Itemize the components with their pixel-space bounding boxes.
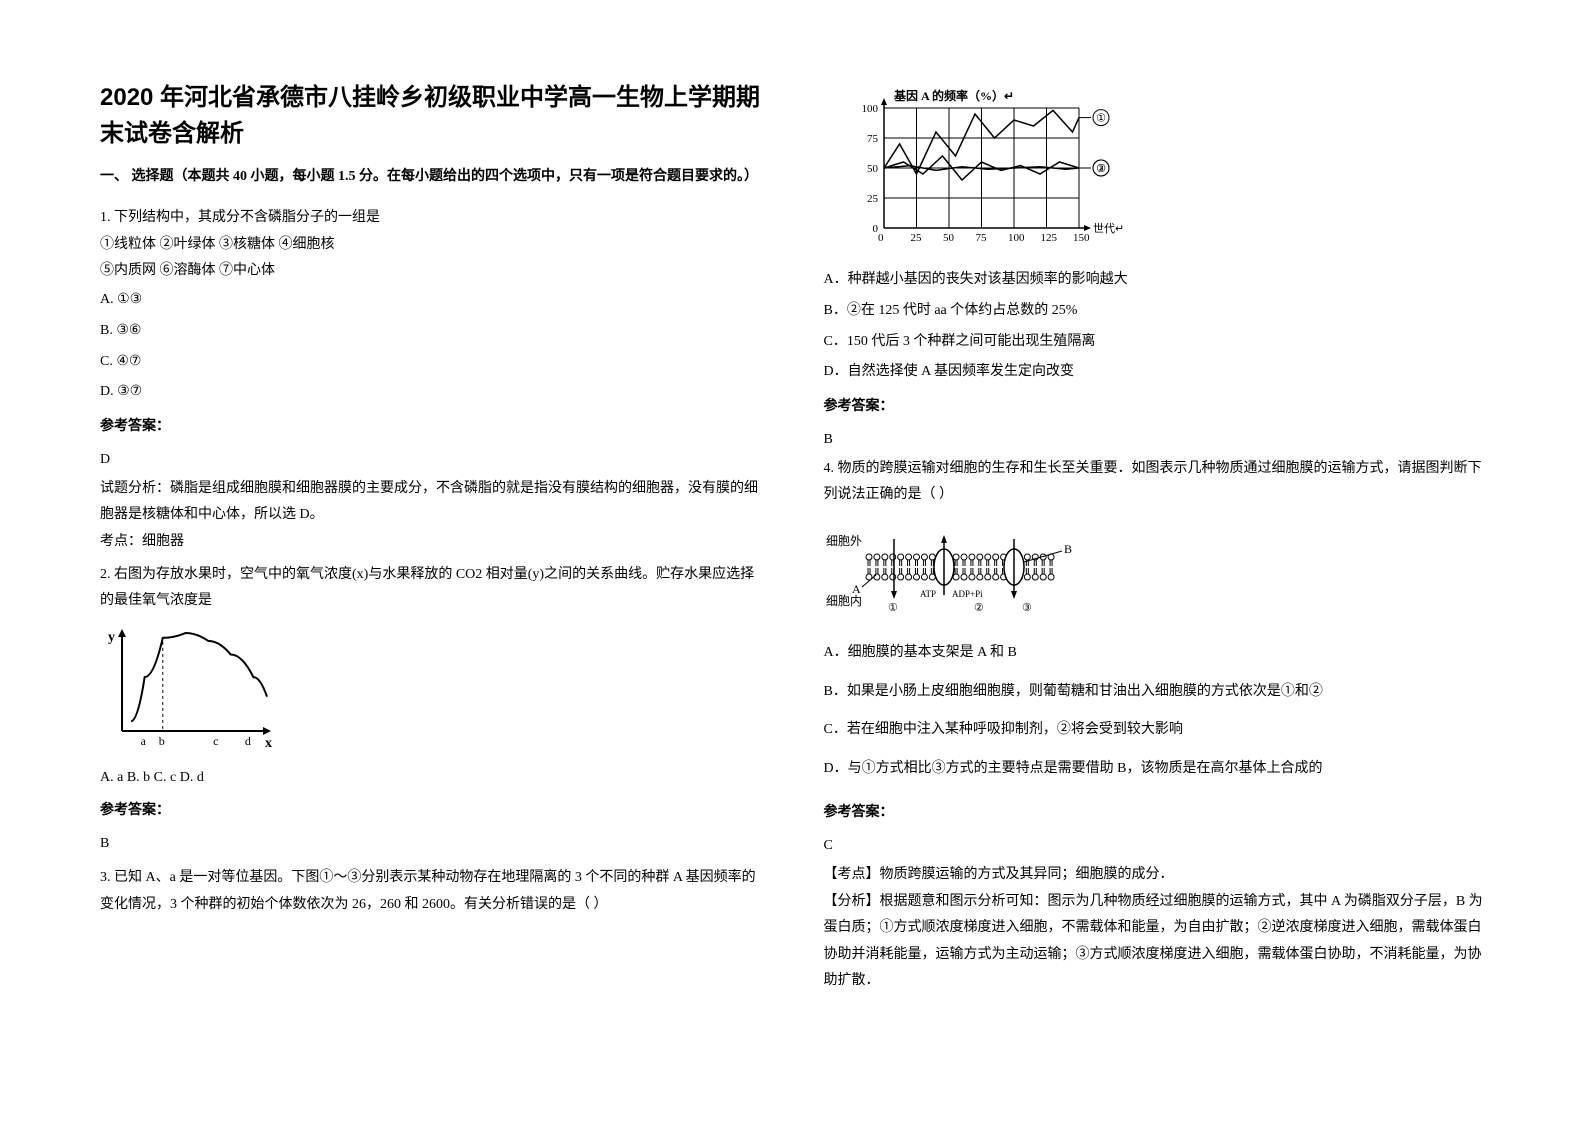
svg-text:x: x — [265, 736, 272, 751]
q4-option-c: C．若在细胞中注入某种呼吸抑制剂，②将会受到较大影响 — [824, 717, 1488, 744]
q1-answer-value: D — [100, 445, 764, 476]
q2-options: A. a B. b C. c D. d — [100, 764, 764, 792]
svg-text:100: 100 — [1008, 232, 1025, 244]
q1-option-b: B. ③⑥ — [100, 316, 764, 347]
right-column: 基因 A 的频率（%）↵02550751000255075100125150世代… — [824, 80, 1488, 1082]
svg-text:A: A — [852, 582, 861, 596]
q1-explain-2: 考点：细胞器 — [100, 529, 764, 556]
svg-text:c: c — [213, 734, 218, 748]
q2-answer-label: 参考答案： — [100, 796, 764, 827]
q3-option-d: D．自然选择使 A 基因频率发生定向改变 — [824, 357, 1488, 388]
document-title: 2020 年河北省承德市八挂岭乡初级职业中学高一生物上学期期末试卷含解析 — [100, 80, 764, 152]
q1-items-2: ⑤内质网 ⑥溶酶体 ⑦中心体 — [100, 258, 764, 285]
svg-text:ATP: ATP — [920, 589, 936, 599]
svg-text:150: 150 — [1073, 232, 1090, 244]
q1-stem: 1. 下列结构中，其成分不含磷脂分子的一组是 — [100, 205, 764, 232]
q3-answer-value: B — [824, 425, 1488, 456]
q2-chart: y x ab c d — [100, 623, 764, 758]
svg-text:50: 50 — [943, 232, 955, 244]
q3-stem: 3. 已知 A、a 是一对等位基因。下图①～③分别表示某种动物存在地理隔离的 3… — [100, 865, 764, 918]
svg-text:125: 125 — [1040, 232, 1057, 244]
svg-text:25: 25 — [910, 232, 922, 244]
q2-stem: 2. 右图为存放水果时，空气中的氧气浓度(x)与水果释放的 CO2 相对量(y)… — [100, 562, 764, 615]
q4-stem: 4. 物质的跨膜运输对细胞的生存和生长至关重要．如图表示几种物质通过细胞膜的运输… — [824, 456, 1488, 509]
svg-text:③: ③ — [1022, 602, 1032, 614]
svg-text:B: B — [1064, 542, 1072, 556]
q4-option-a: A．细胞膜的基本支架是 A 和 B — [824, 640, 1488, 667]
section-1-header: 一、 选择题（本题共 40 小题，每小题 1.5 分。在每小题给出的四个选项中，… — [100, 164, 764, 189]
svg-text:d: d — [245, 734, 251, 748]
q4-option-d: D．与①方式相比③方式的主要特点是需要借助 B，该物质是在高尔基体上合成的 — [824, 756, 1488, 783]
svg-text:①: ① — [1096, 113, 1106, 125]
q1-option-c: C. ④⑦ — [100, 347, 764, 378]
q4-option-b: B．如果是小肠上皮细胞细胞膜，则葡萄糖和甘油出入细胞膜的方式依次是①和② — [824, 679, 1488, 706]
svg-text:y: y — [108, 630, 115, 645]
svg-text:0: 0 — [878, 232, 884, 244]
q3-option-a: A．种群越小基因的丧失对该基因频率的影响越大 — [824, 265, 1488, 296]
svg-text:ADP+Pi: ADP+Pi — [952, 589, 983, 599]
svg-text:细胞外: 细胞外 — [826, 534, 862, 548]
q4-answer-label: 参考答案： — [824, 798, 1488, 829]
svg-text:②: ② — [974, 602, 984, 614]
svg-text:①: ① — [888, 602, 898, 614]
q3-chart: 基因 A 的频率（%）↵02550751000255075100125150世代… — [844, 88, 1488, 253]
q4-explain-2: 【分析】根据题意和图示分析可知：图示为几种物质经过细胞膜的运输方式，其中 A 为… — [824, 889, 1488, 995]
svg-text:25: 25 — [867, 193, 879, 205]
q1-explain-1: 试题分析：磷脂是组成细胞膜和细胞器膜的主要成分，不含磷脂的就是指没有膜结构的细胞… — [100, 476, 764, 529]
left-column: 2020 年河北省承德市八挂岭乡初级职业中学高一生物上学期期末试卷含解析 一、 … — [100, 80, 764, 1082]
q1-answer-label: 参考答案： — [100, 412, 764, 443]
q2-answer-value: B — [100, 829, 764, 860]
svg-text:b: b — [159, 734, 165, 748]
q1-items-1: ①线粒体 ②叶绿体 ③核糖体 ④细胞核 — [100, 232, 764, 259]
svg-text:基因 A 的频率（%）↵: 基因 A 的频率（%）↵ — [893, 88, 1014, 103]
svg-text:a: a — [141, 734, 147, 748]
q1-option-d: D. ③⑦ — [100, 377, 764, 408]
q4-diagram: 细胞外细胞内A B ATP ADP+Pi ① ② ③ — [824, 517, 1488, 622]
svg-text:75: 75 — [975, 232, 987, 244]
q4-answer-value: C — [824, 831, 1488, 862]
q4-explain-1: 【考点】物质跨膜运输的方式及其异同；细胞膜的成分． — [824, 862, 1488, 889]
svg-text:75: 75 — [867, 133, 879, 145]
q3-option-b: B．②在 125 代时 aa 个体约占总数的 25% — [824, 296, 1488, 327]
q1-option-a: A. ①③ — [100, 285, 764, 316]
svg-text:③: ③ — [1096, 163, 1106, 175]
svg-text:世代↵: 世代↵ — [1093, 222, 1124, 235]
svg-text:100: 100 — [861, 103, 878, 115]
svg-text:细胞内: 细胞内 — [826, 594, 862, 608]
q3-answer-label: 参考答案： — [824, 392, 1488, 423]
q3-option-c: C．150 代后 3 个种群之间可能出现生殖隔离 — [824, 327, 1488, 358]
svg-text:50: 50 — [867, 163, 879, 175]
